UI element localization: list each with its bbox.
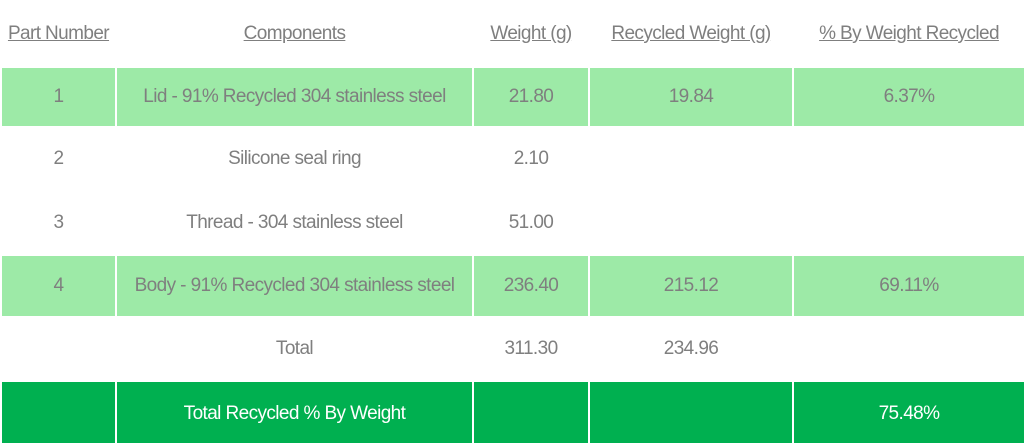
cell: 2	[0, 126, 117, 192]
cell: 21.80	[472, 66, 590, 128]
cell: 234.96	[588, 316, 794, 382]
cell	[792, 126, 1024, 192]
cell: 69.11%	[792, 254, 1024, 318]
cell: Thread - 304 stainless steel	[115, 190, 474, 256]
column-header: Part Number	[0, 0, 117, 68]
cell: Body - 91% Recycled 304 stainless steel	[115, 254, 474, 318]
cell	[588, 380, 794, 443]
cell: 2.10	[472, 126, 590, 192]
cell: 3	[0, 190, 117, 256]
table-row: Total Recycled % By Weight 75.48%	[0, 380, 1024, 443]
cell	[472, 380, 590, 443]
table-row: 2 Silicone seal ring 2.10	[0, 126, 1024, 192]
table-row: 4 Body - 91% Recycled 304 stainless steel…	[0, 254, 1024, 318]
cell: 311.30	[472, 316, 590, 382]
cell: Lid - 91% Recycled 304 stainless steel	[115, 66, 474, 128]
cell	[0, 316, 117, 382]
cell: 1	[0, 66, 117, 128]
header-row: Part Number Components Weight (g) Recycled …	[0, 0, 1024, 68]
cell	[792, 190, 1024, 256]
cell: 19.84	[588, 66, 794, 128]
cell: Total Recycled % By Weight	[115, 380, 474, 443]
cell	[588, 190, 794, 256]
table-row: 3 Thread - 304 stainless steel 51.00	[0, 190, 1024, 256]
cell: 4	[0, 254, 117, 318]
cell: 51.00	[472, 190, 590, 256]
column-header: Weight (g)	[472, 0, 590, 68]
cell	[588, 126, 794, 192]
cell: Silicone seal ring	[115, 126, 474, 192]
column-header: Recycled Weight (g)	[588, 0, 794, 68]
column-header: Components	[115, 0, 474, 68]
cell	[792, 316, 1024, 382]
cell: 215.12	[588, 254, 794, 318]
cell: 6.37%	[792, 66, 1024, 128]
table-row: 1 Lid - 91% Recycled 304 stainless steel 2…	[0, 66, 1024, 128]
cell: Total	[115, 316, 474, 382]
cell	[0, 380, 117, 443]
cell: 75.48%	[792, 380, 1024, 443]
column-header: % By Weight Recycled	[792, 0, 1024, 68]
cell: 236.40	[472, 254, 590, 318]
table-row: Total 311.30 234.96	[0, 316, 1024, 382]
